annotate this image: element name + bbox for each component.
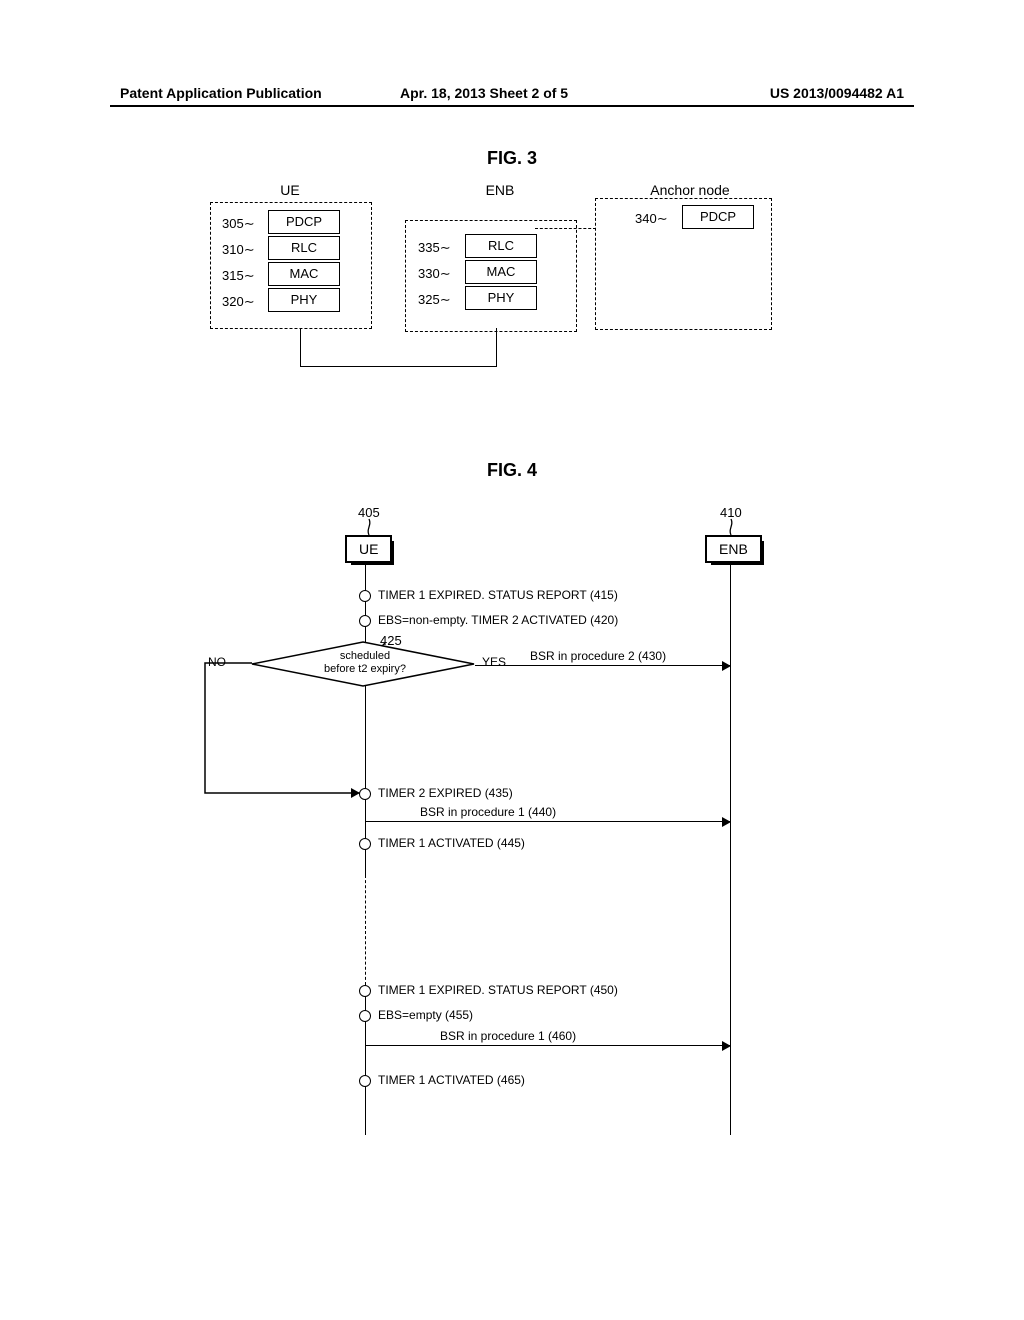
fig4-msg-460 — [366, 1045, 730, 1046]
fig4-ue-lifeline-dashed — [365, 875, 366, 985]
fig3-ref-340: 340∼ — [635, 211, 668, 227]
fig4-title: FIG. 4 — [0, 460, 1024, 481]
fig4-evt-420: EBS=non-empty. TIMER 2 ACTIVATED (420) — [378, 613, 618, 627]
fig4: 405 UE 410 ENB TIMER 1 EXPIRED. STATUS R… — [150, 505, 850, 1145]
fig4-ue-lifeline-2 — [365, 985, 366, 1135]
fig4-ref-410-tick — [728, 519, 734, 535]
header-rule — [110, 105, 914, 107]
fig3-ref-315: 315∼ — [222, 268, 255, 284]
fig4-evt-465: TIMER 1 ACTIVATED (465) — [378, 1073, 525, 1087]
fig4-evt-420-circle — [359, 615, 371, 627]
fig4-decision-yes: YES — [482, 655, 506, 669]
fig4-evt-455-circle — [359, 1010, 371, 1022]
fig4-actor-enb: ENB — [705, 535, 762, 563]
fig4-evt-450: TIMER 1 EXPIRED. STATUS REPORT (450) — [378, 983, 618, 997]
fig3-title: FIG. 3 — [0, 148, 1024, 169]
fig3-ref-305: 305∼ — [222, 216, 255, 232]
fig3-ref-310: 310∼ — [222, 242, 255, 258]
fig3-enb-label: ENB — [460, 182, 540, 198]
fig4-evt-440: BSR in procedure 1 (440) — [420, 805, 556, 819]
fig4-evt-455: EBS=empty (455) — [378, 1008, 473, 1022]
fig4-decision-text: scheduled before t2 expiry? — [305, 650, 425, 676]
fig3-ue-pdcp: PDCP — [268, 210, 340, 234]
fig3-conn-enb-anchor — [535, 228, 596, 229]
fig4-evt-435-circle — [359, 788, 371, 800]
fig4-evt-415-circle — [359, 590, 371, 602]
fig3-connector-ue-enb — [300, 328, 497, 367]
fig4-evt-445: TIMER 1 ACTIVATED (445) — [378, 836, 525, 850]
fig4-evt-415: TIMER 1 EXPIRED. STATUS REPORT (415) — [378, 588, 618, 602]
fig4-evt-430: BSR in procedure 2 (430) — [530, 649, 666, 663]
fig4-actor-ue: UE — [345, 535, 392, 563]
fig3-ref-325: 325∼ — [418, 292, 451, 308]
fig3-ue-label: UE — [250, 182, 330, 198]
fig3-ue-phy: PHY — [268, 288, 340, 312]
fig3: UE 305∼ PDCP 310∼ RLC 315∼ MAC 320∼ PHY … — [200, 180, 830, 390]
fig3-ue-rlc: RLC — [268, 236, 340, 260]
fig4-msg-440 — [366, 821, 730, 822]
fig3-anchor-pdcp: PDCP — [682, 205, 754, 229]
fig4-evt-450-circle — [359, 985, 371, 997]
fig3-ref-335: 335∼ — [418, 240, 451, 256]
fig4-ref-410: 410 — [720, 505, 742, 520]
fig3-ref-320: 320∼ — [222, 294, 255, 310]
fig4-msg-430 — [475, 665, 730, 666]
fig3-enb-phy: PHY — [465, 286, 537, 310]
fig4-evt-465-circle — [359, 1075, 371, 1087]
fig3-ue-mac: MAC — [268, 262, 340, 286]
header-mid: Apr. 18, 2013 Sheet 2 of 5 — [400, 85, 568, 101]
fig4-ref-405: 405 — [358, 505, 380, 520]
header-left: Patent Application Publication — [120, 85, 322, 101]
fig3-enb-rlc: RLC — [465, 234, 537, 258]
fig3-ref-330: 330∼ — [418, 266, 451, 282]
header-right: US 2013/0094482 A1 — [770, 85, 904, 101]
fig4-no-path — [190, 663, 370, 803]
fig3-anchor-label: Anchor node — [630, 182, 750, 198]
fig3-enb-mac: MAC — [465, 260, 537, 284]
fig4-evt-460: BSR in procedure 1 (460) — [440, 1029, 576, 1043]
fig4-evt-445-circle — [359, 838, 371, 850]
fig4-evt-435: TIMER 2 EXPIRED (435) — [378, 786, 513, 800]
fig4-ref-405-tick — [366, 519, 372, 535]
